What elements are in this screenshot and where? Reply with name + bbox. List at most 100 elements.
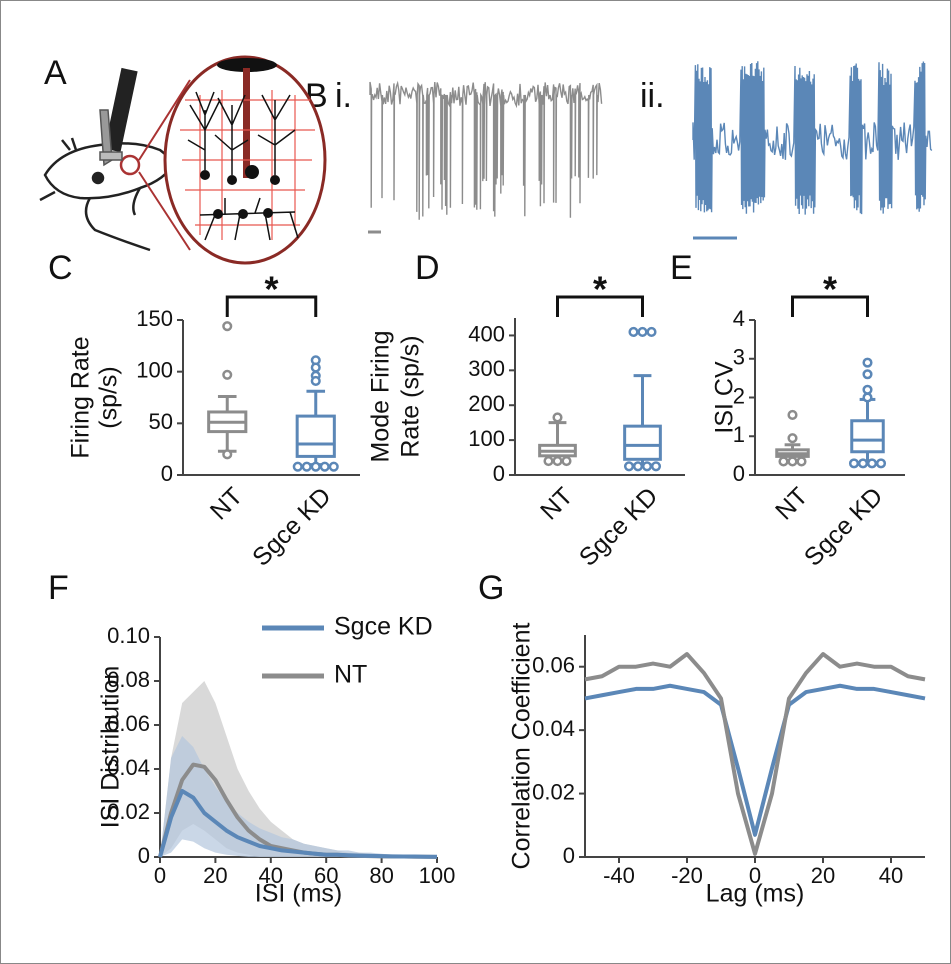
outlier [310,461,321,472]
trace [369,80,603,220]
outlier [623,461,635,472]
outlier [222,449,233,460]
outlier [637,326,648,338]
x-tick-label: 0 [154,863,166,888]
outlier [292,461,303,472]
y-tick-label: 0 [161,461,173,486]
outlier [866,458,878,469]
y-tick-label: 0.10 [107,623,150,648]
panel-label: G [478,569,504,607]
outlier [862,392,873,403]
significance-bracket [791,295,869,317]
x-tick-label: 60 [314,863,338,888]
legend-label: Sgce KD [334,613,433,641]
outlier [310,375,321,387]
trace-label: ii. [640,77,665,115]
x-tick-label: 0 [749,863,761,888]
legend-label: NT [334,661,367,689]
x-tick-label: 20 [811,863,835,888]
outlier [787,456,798,467]
outlier [310,362,321,373]
box [295,414,336,458]
x-tick-label: -40 [603,863,635,888]
significance-bracket [556,295,644,317]
y-tick-label: 2 [733,383,745,408]
y-axis-label: ISI Distribution [97,666,125,829]
significance: * [823,269,837,310]
outlier [301,461,312,472]
outlier [543,455,554,467]
y-tick-label: 150 [136,306,173,331]
outlier [319,461,330,472]
y-tick-label: 0.04 [532,716,575,741]
panel-label: E [670,249,693,287]
outlier [328,461,339,472]
x-tick-label: 40 [259,863,283,888]
outlier [857,458,869,469]
x-axis-label: Lag (ms) [706,880,805,908]
significance: * [593,269,607,310]
y-tick-label: 0 [563,843,575,868]
outlier [848,458,860,469]
outlier [650,461,662,472]
outlier [862,369,873,380]
outlier [561,455,572,467]
line [584,683,926,837]
outlier [787,409,798,420]
y-axis-label: Firing Rate [67,336,95,458]
y-tick-label: 0.02 [107,799,150,824]
outlier [646,326,657,338]
x-tick-label: -20 [671,863,703,888]
panel-label: D [415,249,440,287]
significance: * [264,269,278,310]
y-tick-label: 0 [733,461,745,486]
x-tick-label: 80 [369,863,393,888]
outlier [787,433,798,444]
trace [692,61,933,215]
y-axis-label: Correlation Coefficient [508,623,536,870]
outlier [632,461,644,472]
y-tick-label: 1 [733,422,745,447]
panel-label: F [48,569,69,607]
outlier [875,458,887,469]
y-tick-label: 4 [733,306,745,331]
trace-label: i. [335,77,352,115]
x-tick-label: 100 [419,863,456,888]
outlier [552,412,563,423]
y-axis-label: Mode Firing [367,331,395,463]
y-tick-label: 400 [468,321,505,346]
y-tick-label: 100 [136,357,173,382]
outlier [641,461,653,472]
y-tick-label: 100 [468,426,505,451]
circuit-illustration [163,55,327,265]
outlier [778,456,789,467]
y-tick-label: 0.02 [532,779,575,804]
x-tick-label: 20 [203,863,227,888]
line [158,789,437,859]
y-tick-label: 3 [733,345,745,370]
panel-label: A [44,54,67,92]
outlier [222,321,233,332]
outlier [862,384,873,395]
y-tick-label: 300 [468,356,505,381]
y-axis-label: Rate (sp/s) [397,335,425,457]
y-tick-label: 200 [468,391,505,416]
box [850,419,885,454]
outlier [222,369,233,380]
box [623,424,662,461]
outlier [796,456,807,467]
y-tick-label: 0.06 [107,711,150,736]
y-tick-label: 0 [493,461,505,486]
panel-label: C [48,249,73,287]
y-tick-label: 0.04 [107,755,150,780]
y-axis-label: ISI CV [711,361,739,434]
y-tick-label: 0.08 [107,667,150,692]
x-tick-label: 40 [879,863,903,888]
mouse-illustration [39,67,191,252]
line [584,652,926,856]
outlier [552,455,563,467]
spike-traces [369,61,933,220]
outlier [862,357,873,368]
